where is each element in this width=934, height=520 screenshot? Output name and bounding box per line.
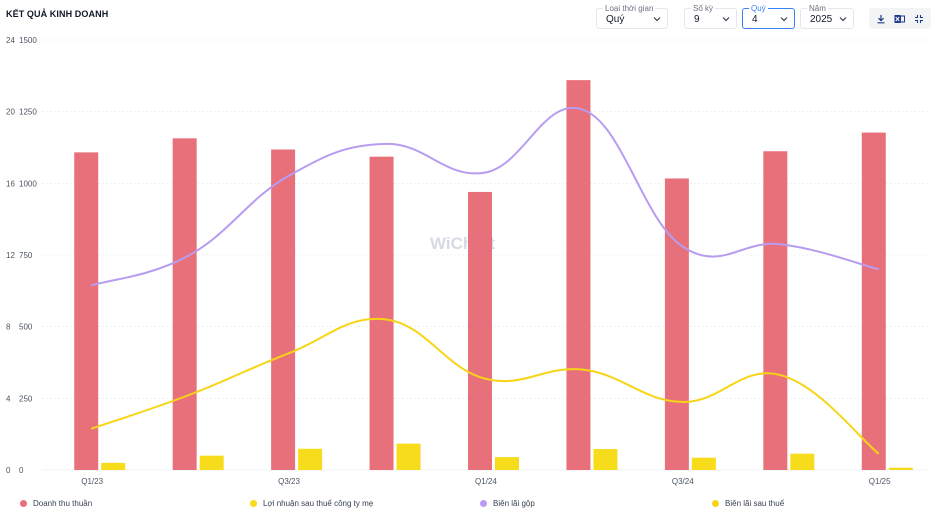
profit-bar bbox=[691, 457, 716, 470]
x-axis-tick-label: Q1/23 bbox=[81, 477, 103, 486]
revenue-bar bbox=[566, 80, 591, 470]
legend-label: Biên lãi gộp bbox=[493, 499, 535, 508]
quarter-value: 4 bbox=[752, 14, 758, 25]
revenue-bar bbox=[369, 156, 394, 470]
profit-bar bbox=[888, 467, 913, 470]
revenue-bar bbox=[763, 151, 788, 470]
left-axis-tick-label: 4 bbox=[6, 394, 11, 403]
right-axis-tick-label: 750 bbox=[19, 251, 33, 260]
period-count-label: Số kỳ bbox=[691, 4, 716, 13]
right-axis-tick-label: 500 bbox=[19, 323, 33, 332]
legend-item-gross-margin[interactable]: Biên lãi gộp bbox=[480, 499, 535, 508]
left-axis-tick-label: 0 bbox=[6, 466, 11, 475]
right-axis-tick-label: 250 bbox=[19, 394, 33, 403]
collapse-icon[interactable] bbox=[911, 11, 927, 27]
chevron-down-icon bbox=[839, 17, 847, 22]
profit-bar bbox=[298, 448, 323, 470]
revenue-bar bbox=[861, 132, 886, 471]
profit-bar bbox=[101, 462, 126, 470]
legend-item-profit[interactable]: Lợi nhuận sau thuế công ty mẹ bbox=[250, 499, 373, 508]
quarter-label: Quý bbox=[749, 4, 768, 13]
profit-legend-dot bbox=[250, 500, 257, 507]
year-value: 2025 bbox=[810, 14, 833, 25]
time-type-label: Loại thời gian bbox=[603, 4, 656, 13]
chart-legend: Doanh thu thuần Lợi nhuận sau thuế công … bbox=[0, 499, 934, 513]
period-count-select[interactable]: Số kỳ 9 bbox=[684, 4, 737, 29]
legend-label: Lợi nhuận sau thuế công ty mẹ bbox=[263, 499, 374, 508]
profit-bar bbox=[199, 455, 224, 470]
profit-bar bbox=[495, 457, 519, 470]
right-axis-tick-label: 0 bbox=[19, 466, 24, 475]
left-axis-tick-label: 12 bbox=[6, 251, 15, 260]
period-count-value: 9 bbox=[694, 14, 700, 25]
left-axis-tick-label: 16 bbox=[6, 179, 15, 188]
export-toolbar bbox=[869, 8, 931, 29]
net-margin-legend-dot bbox=[712, 500, 719, 507]
net-margin-line bbox=[90, 317, 880, 455]
legend-item-net-margin[interactable]: Biên lãi sau thuế bbox=[712, 499, 784, 508]
gross-margin-legend-dot bbox=[480, 500, 487, 507]
quarter-select[interactable]: Quý 4 bbox=[742, 4, 795, 29]
revenue-legend-dot bbox=[20, 500, 27, 507]
chevron-down-icon bbox=[653, 17, 661, 22]
legend-item-revenue[interactable]: Doanh thu thuần bbox=[20, 499, 92, 508]
revenue-bar bbox=[74, 152, 99, 470]
chevron-down-icon bbox=[722, 17, 730, 22]
x-axis-tick-label: Q3/24 bbox=[672, 477, 694, 486]
right-axis-tick-label: 1500 bbox=[19, 36, 37, 45]
profit-bar bbox=[790, 453, 815, 470]
download-icon[interactable] bbox=[873, 11, 889, 27]
excel-icon[interactable] bbox=[892, 11, 908, 27]
right-axis-tick-label: 1000 bbox=[19, 179, 37, 188]
chart-title: KẾT QUẢ KINH DOANH bbox=[6, 9, 109, 19]
revenue-bar bbox=[664, 178, 689, 470]
x-axis-tick-label: Q1/25 bbox=[869, 477, 891, 486]
left-axis-tick-label: 8 bbox=[6, 323, 11, 332]
legend-label: Biên lãi sau thuế bbox=[725, 499, 785, 508]
x-axis-tick-label: Q3/23 bbox=[278, 477, 300, 486]
profit-bar bbox=[396, 443, 421, 470]
revenue-bar bbox=[271, 149, 296, 471]
revenue-bar bbox=[468, 191, 492, 470]
revenue-bar bbox=[172, 138, 197, 470]
left-axis-tick-label: 24 bbox=[6, 36, 15, 45]
profit-bar bbox=[593, 449, 618, 470]
x-axis-tick-label: Q1/24 bbox=[475, 477, 497, 486]
legend-label: Doanh thu thuần bbox=[33, 499, 93, 508]
gross-margin-line bbox=[90, 106, 880, 287]
right-axis-tick-label: 1250 bbox=[19, 108, 37, 117]
year-label: Năm bbox=[807, 4, 828, 13]
left-axis-tick-label: 20 bbox=[6, 108, 15, 117]
chevron-down-icon bbox=[780, 17, 788, 22]
time-type-select[interactable]: Loại thời gian Quý bbox=[596, 4, 668, 29]
year-select[interactable]: Năm 2025 bbox=[800, 4, 854, 29]
time-type-value: Quý bbox=[606, 14, 625, 25]
